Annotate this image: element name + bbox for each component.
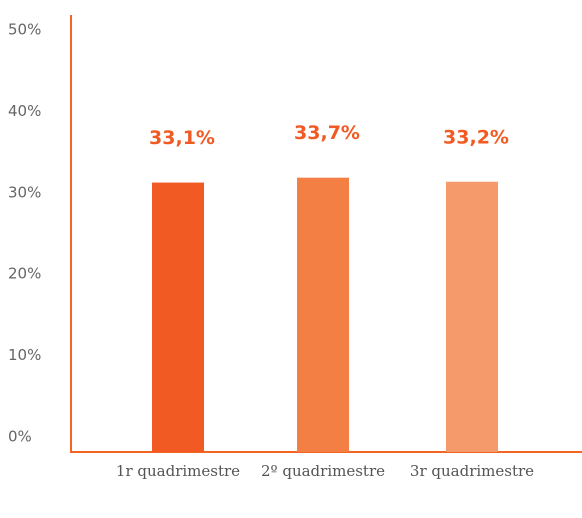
x-tick-label: 1r quadrimestre: [115, 462, 241, 480]
x-tick-label: 2º quadrimestre: [260, 462, 385, 480]
bar: [152, 182, 204, 453]
value-label: 33,2%: [443, 126, 509, 148]
y-tick-label: 20%: [8, 265, 41, 283]
y-tick-label: 30%: [8, 183, 41, 201]
value-label: 33,7%: [294, 122, 360, 144]
value-label: 33,1%: [149, 127, 215, 149]
y-tick-label: 10%: [8, 346, 41, 364]
x-tick-label: 3r quadrimestre: [409, 462, 535, 480]
y-tick-label: 50%: [8, 21, 41, 39]
y-tick-label: 0%: [8, 428, 32, 446]
y-tick-label: 40%: [8, 102, 41, 120]
bar: [446, 181, 498, 452]
bar: [297, 177, 349, 452]
